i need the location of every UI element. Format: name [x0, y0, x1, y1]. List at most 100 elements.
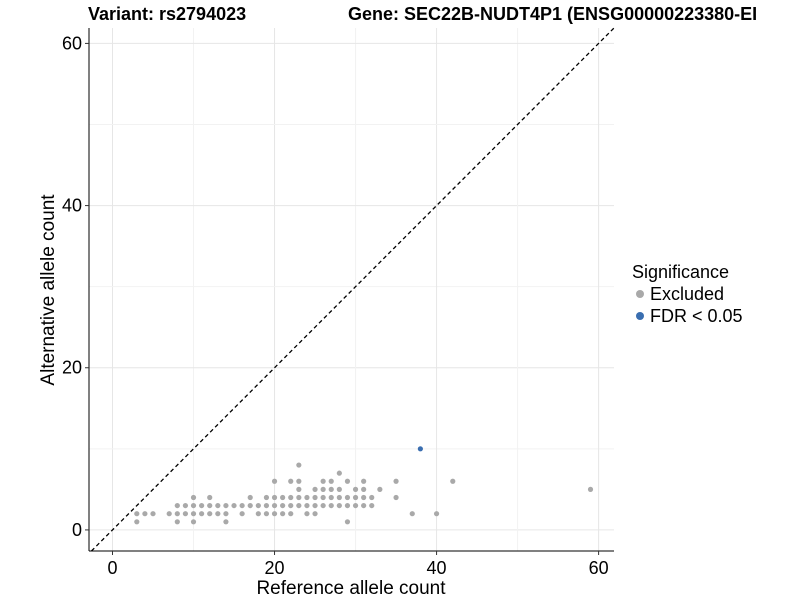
data-point-excluded: [255, 502, 261, 509]
data-point-excluded: [450, 478, 456, 484]
data-point-excluded: [182, 502, 189, 509]
data-point-excluded: [134, 511, 140, 517]
data-point-excluded: [174, 511, 180, 517]
data-point-excluded: [280, 502, 286, 509]
legend-label-fdr: FDR < 0.05: [650, 305, 743, 326]
data-point-excluded: [377, 486, 383, 492]
data-point-excluded: [142, 511, 148, 517]
data-point-excluded: [352, 486, 359, 492]
data-point-excluded: [207, 502, 213, 509]
data-point-excluded: [361, 486, 367, 492]
x-tick-label: 40: [427, 558, 447, 578]
data-point-excluded: [312, 511, 318, 517]
x-tick-label: 0: [107, 558, 117, 578]
legend-swatch-fdr: [636, 312, 644, 320]
x-tick-label: 60: [589, 558, 609, 578]
data-point-excluded: [344, 502, 351, 509]
legend: Significance Excluded FDR < 0.05: [632, 262, 743, 327]
data-point-excluded: [336, 502, 342, 509]
data-point-excluded: [320, 486, 326, 492]
data-point-excluded: [433, 511, 440, 517]
data-point-excluded: [223, 511, 229, 517]
data-point-excluded: [255, 511, 261, 517]
data-point-excluded: [263, 502, 270, 509]
data-point-excluded: [207, 511, 213, 517]
data-point-excluded: [352, 502, 359, 509]
data-point-excluded: [215, 502, 221, 509]
data-point-excluded: [239, 511, 245, 517]
x-tick-label: 20: [265, 558, 285, 578]
data-point-excluded: [166, 511, 172, 517]
data-point-excluded: [344, 478, 351, 484]
data-point-excluded: [312, 502, 318, 509]
grid-lines: [89, 28, 614, 551]
data-points: [134, 446, 594, 525]
data-point-excluded: [207, 494, 213, 501]
chart-title-variant: Variant: rs2794023: [88, 4, 247, 24]
data-point-excluded: [344, 519, 351, 525]
data-point-excluded: [134, 519, 140, 525]
data-point-excluded: [328, 494, 334, 501]
data-point-excluded: [215, 511, 221, 517]
data-point-excluded: [296, 486, 302, 492]
data-point-excluded: [271, 502, 278, 509]
legend-swatch-excluded: [636, 290, 644, 298]
data-point-excluded: [409, 511, 415, 517]
data-point-excluded: [361, 494, 367, 501]
data-point-excluded: [320, 494, 326, 501]
data-point-excluded: [190, 494, 197, 501]
y-tick-label: 40: [62, 196, 82, 216]
data-point-excluded: [247, 502, 253, 509]
y-axis-label: Alternative allele count: [38, 194, 59, 386]
data-point-excluded: [288, 502, 294, 509]
x-axis-label: Reference allele count: [256, 578, 446, 599]
data-point-excluded: [288, 511, 294, 517]
data-point-excluded: [296, 478, 302, 484]
data-point-excluded: [263, 511, 270, 517]
data-point-excluded: [223, 519, 229, 525]
legend-item-excluded: Excluded: [632, 283, 743, 305]
data-point-excluded: [263, 494, 270, 501]
data-point-excluded: [280, 511, 286, 517]
data-point-excluded: [304, 494, 310, 501]
data-point-excluded: [231, 502, 237, 509]
data-point-excluded: [296, 462, 302, 468]
legend-title: Significance: [632, 262, 730, 282]
data-point-excluded: [182, 511, 189, 517]
data-point-excluded: [150, 511, 156, 517]
data-point-excluded: [199, 502, 205, 509]
data-point-excluded: [328, 478, 334, 484]
y-tick-label: 0: [72, 520, 82, 540]
data-point-excluded: [190, 502, 197, 509]
legend-item-fdr: FDR < 0.05: [632, 305, 743, 327]
data-point-excluded: [369, 494, 375, 501]
data-point-excluded: [393, 478, 399, 484]
data-point-excluded: [247, 494, 253, 501]
data-point-excluded: [296, 502, 302, 509]
data-point-excluded: [328, 486, 334, 492]
data-point-excluded: [587, 486, 594, 492]
data-point-excluded: [271, 478, 278, 484]
data-point-excluded: [190, 511, 197, 517]
data-point-excluded: [320, 478, 326, 484]
data-point-excluded: [361, 502, 367, 509]
data-point-excluded: [223, 502, 229, 509]
data-point-excluded: [296, 494, 302, 501]
legend-label-excluded: Excluded: [650, 283, 725, 304]
axes: 0 20 40 60 0 20 40 60: [62, 28, 614, 578]
data-point-excluded: [369, 502, 375, 509]
data-point-excluded: [288, 494, 294, 501]
data-point-excluded: [352, 494, 359, 501]
data-point-excluded: [336, 494, 342, 501]
data-point-excluded: [312, 494, 318, 501]
data-point-excluded: [304, 502, 310, 509]
data-point-excluded: [174, 502, 180, 509]
data-point-excluded: [190, 519, 197, 525]
chart-title-gene: Gene: SEC22B-NUDT4P1 (ENSG00000223380-EI: [348, 4, 758, 24]
data-point-excluded: [320, 502, 326, 509]
reference-line-group: [90, 27, 615, 552]
data-point-excluded: [304, 511, 310, 517]
y-tick-label: 60: [62, 33, 82, 53]
data-point-excluded: [280, 494, 286, 501]
